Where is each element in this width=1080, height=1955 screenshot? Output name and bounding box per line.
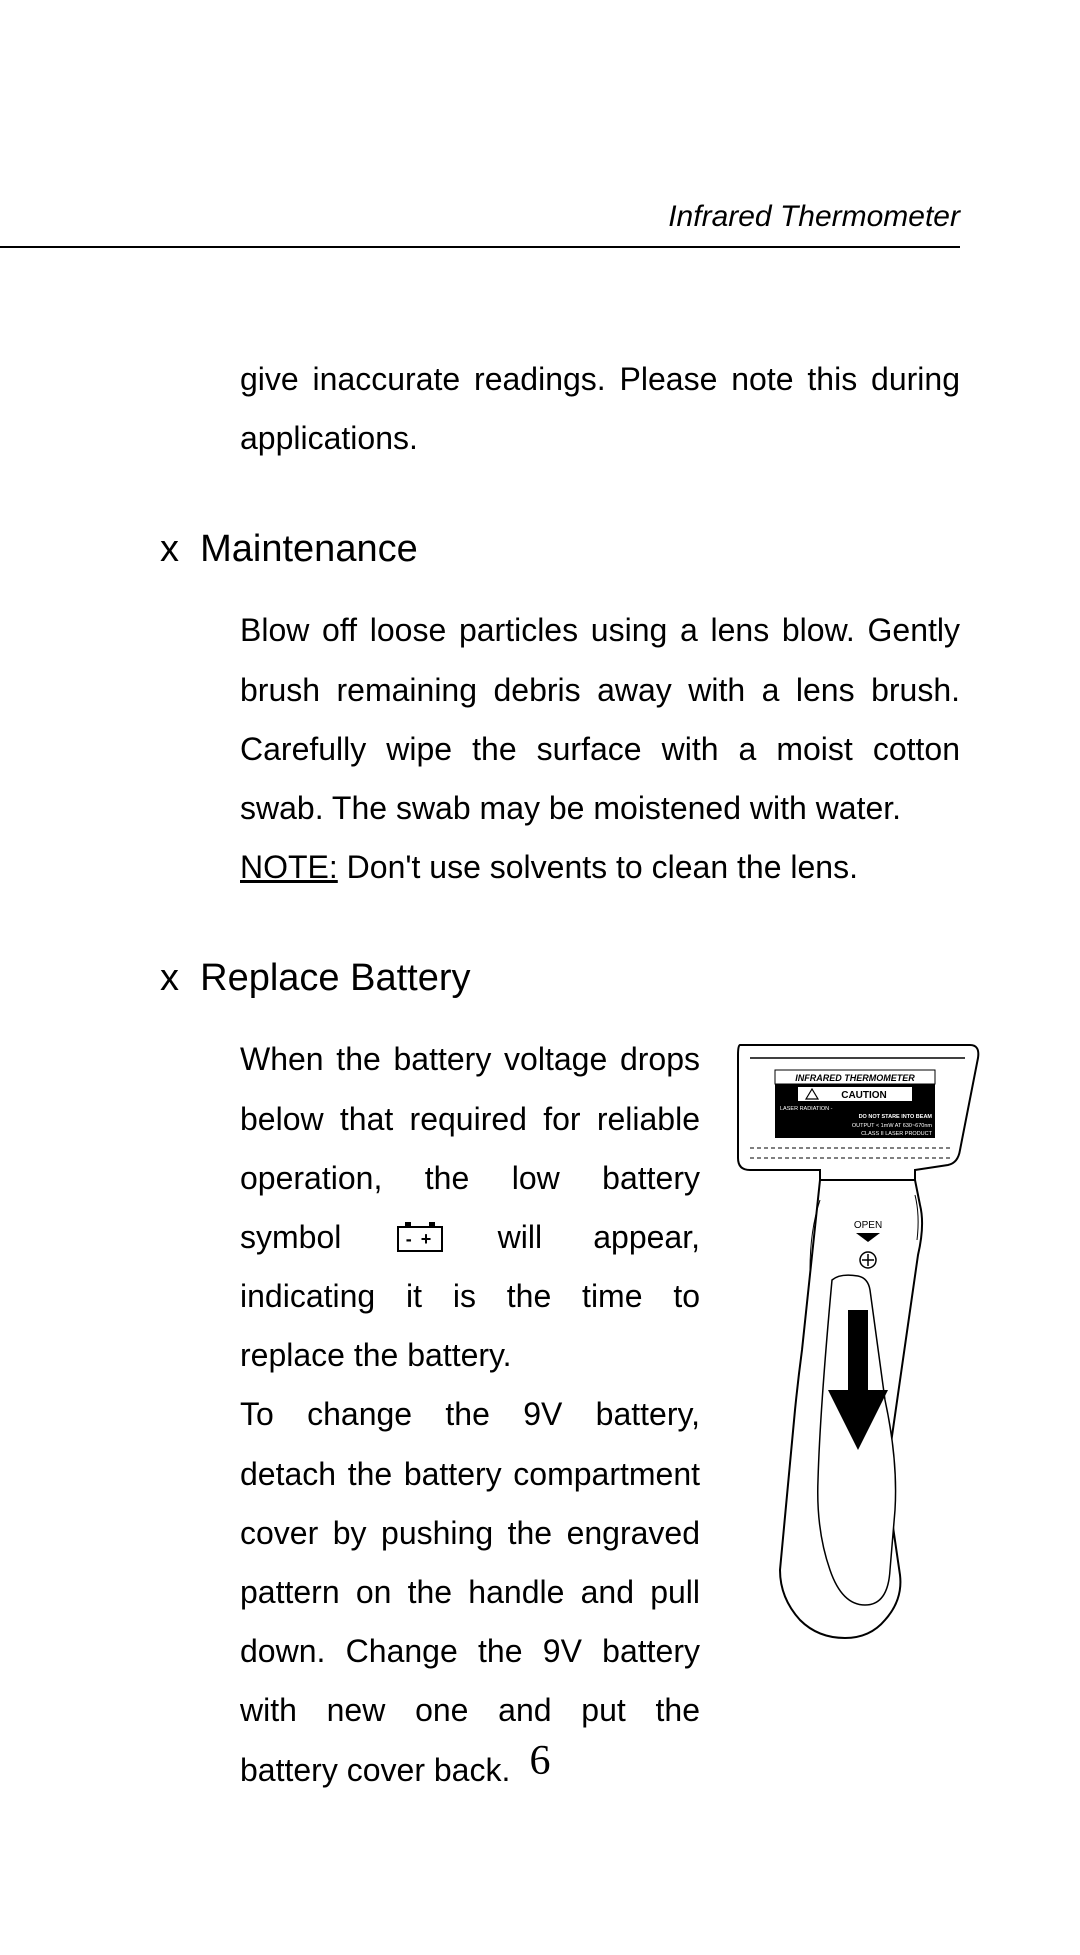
replace-heading-text: Replace Battery bbox=[200, 957, 470, 999]
laser-line3: OUTPUT < 1mW AT 630~670nm bbox=[852, 1123, 933, 1129]
intro-paragraph: give inaccurate readings. Please note th… bbox=[240, 350, 960, 468]
maintenance-heading: x Maintenance bbox=[160, 528, 960, 571]
replace-paragraph-1: When the battery voltage drops below tha… bbox=[240, 1030, 700, 1385]
note-label: NOTE: bbox=[240, 849, 338, 885]
caution-text: CAUTION bbox=[841, 1090, 887, 1101]
thermometer-figure: INFRARED THERMOMETER CAUTION LASER RADIA… bbox=[720, 1030, 1020, 1799]
header-title: Infrared Thermometer bbox=[668, 200, 960, 234]
replace-text-column: When the battery voltage drops below tha… bbox=[240, 1030, 700, 1799]
replace-heading: x Replace Battery bbox=[160, 957, 960, 1000]
header-rule bbox=[0, 246, 960, 248]
replace-section: When the battery voltage drops below tha… bbox=[240, 1030, 960, 1799]
bullet-marker: x bbox=[160, 957, 179, 999]
open-label: OPEN bbox=[854, 1220, 882, 1231]
note-text: Don't use solvents to clean the lens. bbox=[338, 849, 858, 885]
maintenance-text: Blow off loose particles using a lens bl… bbox=[240, 612, 960, 826]
label-infrared: INFRARED THERMOMETER bbox=[795, 1073, 915, 1083]
laser-line2: DO NOT STARE INTO BEAM bbox=[859, 1114, 933, 1120]
thermometer-svg: INFRARED THERMOMETER CAUTION LASER RADIA… bbox=[720, 1030, 1020, 1650]
bullet-marker: x bbox=[160, 528, 179, 570]
battery-icon: - + bbox=[397, 1226, 443, 1252]
maintenance-heading-text: Maintenance bbox=[200, 528, 418, 570]
laser-line1: LASER RADIATION - bbox=[780, 1106, 833, 1112]
page: Infrared Thermometer give inaccurate rea… bbox=[0, 0, 1080, 1955]
page-content: give inaccurate readings. Please note th… bbox=[160, 350, 960, 1800]
laser-line4: CLASS II LASER PRODUCT bbox=[861, 1131, 933, 1137]
maintenance-body: Blow off loose particles using a lens bl… bbox=[240, 601, 960, 897]
page-number: 6 bbox=[0, 1737, 1080, 1785]
